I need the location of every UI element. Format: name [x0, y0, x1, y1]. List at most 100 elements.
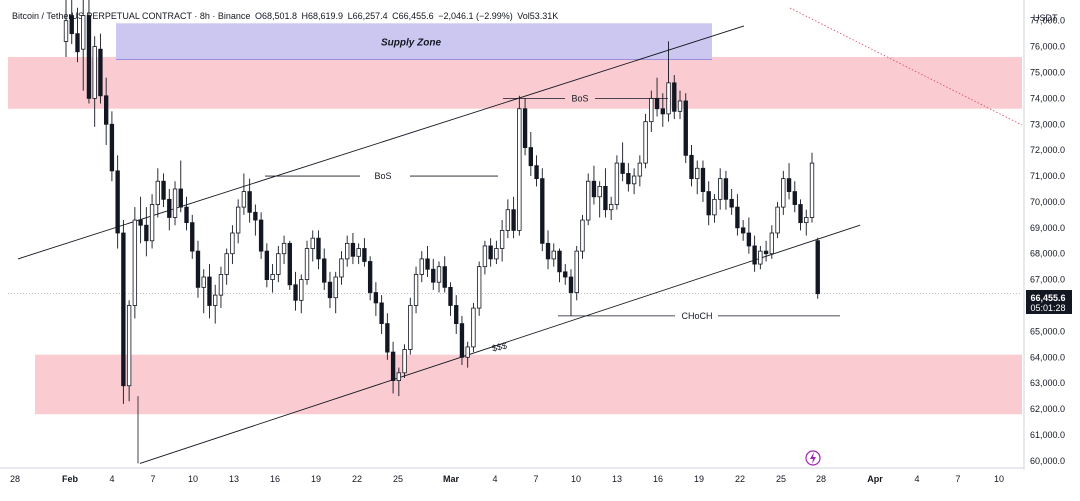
candle: [809, 152, 815, 223]
price-tick-label: 62,000.0: [1030, 404, 1065, 414]
candle-body: [471, 307, 476, 348]
candle-body: [723, 178, 729, 200]
time-tick-label: 7: [533, 474, 538, 484]
candle-body: [712, 198, 717, 216]
candle: [815, 237, 820, 299]
candle: [551, 243, 556, 267]
price-tick-label: 73,000.0: [1030, 119, 1065, 129]
candle: [356, 243, 361, 265]
choch-label: CHoCH: [681, 311, 712, 321]
candle: [718, 168, 723, 210]
time-axis: 28 Feb 4 7 10 13 16 19 22 25 Mar 4 7 10 13 16 19 22 25 28 Ap…: [10, 474, 1004, 484]
candle: [362, 238, 367, 267]
candle: [276, 245, 281, 283]
candle-body: [293, 284, 298, 301]
candle: [333, 271, 338, 314]
candle-body: [161, 180, 166, 200]
candle-body: [695, 167, 700, 180]
time-tick-label: 7: [955, 474, 960, 484]
candle-body: [465, 346, 470, 358]
candle: [304, 240, 310, 285]
time-tick-label: 7: [150, 474, 155, 484]
candle-body: [75, 33, 80, 53]
candle: [316, 230, 321, 270]
candle: [293, 271, 298, 311]
candle: [373, 282, 379, 316]
candle: [442, 256, 447, 293]
candle: [436, 261, 442, 293]
candle: [505, 199, 511, 239]
supply-zone-label: Supply Zone: [381, 37, 441, 48]
lightning-icon[interactable]: [805, 450, 821, 466]
bos-label-1: BoS: [374, 171, 391, 181]
candle-body: [86, 15, 92, 99]
candle-body: [517, 108, 522, 231]
candle: [740, 220, 746, 241]
candle-body: [626, 173, 631, 185]
price-tick-label: 77,000.0: [1030, 16, 1065, 26]
candle-body: [729, 198, 734, 208]
candle-body: [379, 302, 384, 325]
candle: [614, 155, 620, 210]
candle: [126, 300, 132, 402]
candle: [465, 341, 470, 368]
candle: [459, 315, 465, 366]
price-tick-label: 61,000.0: [1030, 430, 1065, 440]
time-tick-label: 10: [994, 474, 1004, 484]
candle-body: [132, 219, 138, 306]
candle-body: [649, 97, 654, 123]
candle: [207, 264, 212, 319]
candle: [494, 240, 499, 265]
candle: [758, 245, 763, 270]
candle: [402, 344, 407, 378]
candle: [786, 163, 792, 200]
price-tick-label: 68,000.0: [1030, 249, 1065, 259]
candle-body: [408, 305, 413, 350]
candle: [241, 173, 247, 215]
candle-body: [327, 281, 333, 299]
candle: [258, 212, 264, 259]
resistance-zone: [8, 56, 1022, 109]
candle: [631, 168, 637, 195]
price-unit-label: USDT: [1033, 13, 1058, 23]
candle-body: [442, 266, 447, 288]
candle: [281, 235, 287, 265]
candle-body: [706, 191, 711, 216]
candle-body: [637, 162, 643, 177]
candle-body: [718, 178, 723, 200]
candle: [195, 240, 201, 298]
candle: [620, 142, 625, 182]
candle-body: [201, 276, 206, 288]
candle: [781, 170, 786, 215]
candle-body: [367, 261, 373, 293]
time-tick-label: 16: [270, 474, 280, 484]
candle-body: [178, 188, 183, 208]
candle: [488, 238, 493, 267]
candle-body: [746, 232, 752, 247]
candle-body: [448, 286, 453, 306]
candle: [103, 77, 109, 145]
candle: [172, 181, 178, 226]
time-tick-label: 19: [694, 474, 704, 484]
candle: [322, 248, 327, 290]
price-tick-label: 70,000.0: [1030, 197, 1065, 207]
candle-body: [276, 253, 281, 275]
time-tick-label: 13: [612, 474, 622, 484]
time-tick-label: 22: [735, 474, 745, 484]
time-tick-label: 22: [352, 474, 362, 484]
candle-body: [253, 211, 258, 221]
time-tick-label: 10: [571, 474, 581, 484]
candle-body: [419, 258, 424, 275]
volume-readout: Vol53.31K: [517, 11, 559, 21]
candle: [69, 0, 74, 45]
candle-body: [103, 95, 109, 125]
candle: [792, 181, 797, 213]
candle-body: [390, 351, 396, 381]
candle: [563, 264, 568, 285]
candle: [626, 163, 631, 192]
candle: [775, 201, 780, 239]
time-tick-label: 4: [914, 474, 919, 484]
candle-body: [172, 188, 178, 218]
candle: [597, 181, 602, 218]
